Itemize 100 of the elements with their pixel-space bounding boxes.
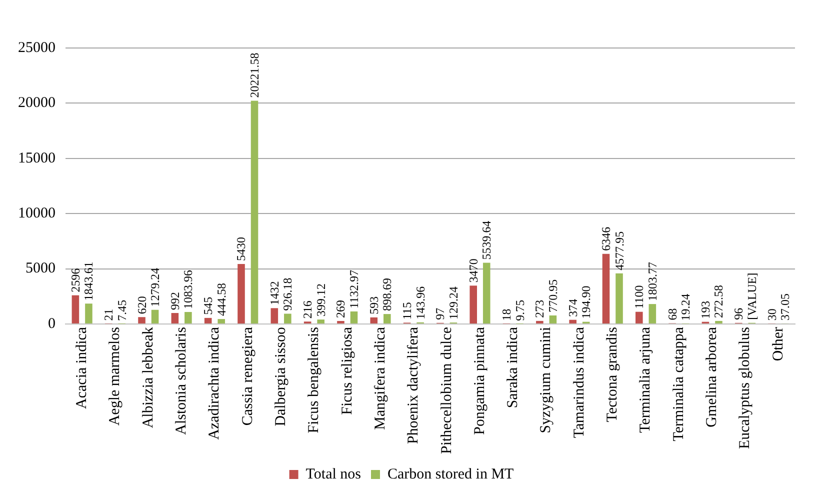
- data-label: 216: [300, 300, 315, 319]
- x-tick-label: Azadirachta indica: [206, 326, 223, 440]
- x-tick-label: Tectona grandis: [604, 326, 621, 422]
- bar: [171, 312, 179, 324]
- data-label: 4577.95: [612, 231, 626, 270]
- data-label: 399.12: [314, 284, 328, 317]
- x-tick-label: Other: [770, 326, 786, 362]
- data-label: 620: [134, 296, 149, 314]
- data-label: 992: [168, 292, 182, 310]
- x-tick-label: Phoenix dactylifera: [406, 326, 422, 444]
- bar: [284, 314, 292, 324]
- bar: [569, 320, 576, 324]
- data-label: 97: [433, 308, 448, 320]
- data-label: 96: [732, 308, 746, 320]
- x-tick-label: Terminalia arjuna: [638, 326, 654, 433]
- x-tick-label: Dalbergia sissoo: [272, 326, 289, 426]
- data-label: 269: [334, 300, 348, 318]
- x-tick-label: Aegle marmelos: [107, 326, 124, 426]
- data-label: 7.45: [114, 300, 129, 321]
- data-label: 444.58: [214, 283, 228, 316]
- bar: [238, 264, 245, 324]
- data-label: 2596: [68, 268, 82, 292]
- bar: [470, 286, 478, 324]
- y-tick-label: 0: [48, 316, 56, 332]
- bar: [270, 308, 278, 324]
- x-tick-label: Eucalyptus globulus: [737, 326, 754, 450]
- x-tick-label: Saraka indica: [505, 326, 522, 408]
- data-label: 5430: [234, 237, 248, 262]
- data-label: 193: [698, 300, 712, 319]
- data-label: [VALUE]: [744, 272, 759, 320]
- bar: [151, 310, 159, 324]
- legend-label: Total nos: [306, 466, 362, 482]
- data-label: 273: [532, 300, 547, 318]
- y-tick-label: 20000: [18, 95, 56, 112]
- data-label: 5539.64: [480, 220, 494, 260]
- bar: [317, 320, 324, 324]
- data-label: 1083.96: [181, 270, 196, 309]
- data-label: 18: [500, 308, 514, 321]
- legend-label: Carbon stored in MT: [387, 466, 514, 482]
- x-tick-label: Cassia renegiera: [240, 326, 256, 426]
- data-label: 545: [201, 296, 216, 315]
- data-label: 143.96: [413, 286, 428, 320]
- x-tick-label: Pongamia pinnata: [472, 326, 488, 435]
- bar: [549, 315, 557, 324]
- data-label: 1132.97: [346, 270, 361, 308]
- x-tick-label: Albizzia lebbeak: [140, 326, 156, 428]
- bar: [350, 311, 358, 324]
- x-tick-label: Ficus bengalensis: [306, 326, 322, 434]
- bar: [370, 317, 378, 324]
- data-label: 272.58: [712, 284, 726, 318]
- bar: [337, 320, 344, 324]
- bar: [482, 262, 490, 324]
- data-label: 37.05: [778, 294, 792, 321]
- x-tick-label: Syzygium cumini: [538, 326, 554, 434]
- data-label: 115: [400, 302, 414, 320]
- bar: [648, 304, 656, 324]
- x-tick-label: Tamarindus indica: [571, 326, 588, 438]
- data-label: 770.95: [546, 279, 560, 312]
- bar: [218, 319, 225, 324]
- bar: [72, 295, 80, 324]
- y-tick-label: 15000: [18, 150, 56, 166]
- y-tick-label: 25000: [18, 40, 56, 56]
- bar: [616, 273, 623, 324]
- x-tick-label: Pithecellobium dulce: [438, 326, 455, 454]
- data-label: 9.75: [512, 300, 527, 321]
- bar: [85, 304, 92, 324]
- bar: [204, 318, 212, 324]
- data-label: 1100: [632, 285, 646, 309]
- data-label: 898.69: [380, 278, 394, 312]
- data-label: 6346: [598, 226, 613, 251]
- x-tick-label: Alstonia scholaris: [173, 326, 190, 435]
- bar: [636, 312, 643, 324]
- bar: [138, 317, 146, 324]
- x-tick-label: Terminalia catappa: [670, 326, 687, 442]
- x-tick-label: Gmelina arborea: [704, 326, 720, 428]
- data-label: 1803.77: [645, 262, 660, 302]
- y-tick-label: 10000: [18, 206, 56, 222]
- bar: [383, 314, 391, 324]
- bar: [250, 100, 258, 324]
- data-label: 21: [102, 308, 116, 321]
- bar: [715, 320, 722, 324]
- data-label: 194.90: [579, 286, 594, 319]
- x-tick-label: Ficus religiosa: [339, 326, 356, 415]
- bar: [602, 254, 610, 324]
- data-label: 68: [665, 308, 680, 320]
- x-tick-label: Acacia indica: [74, 326, 90, 409]
- data-label: 926.18: [280, 278, 295, 311]
- data-label: 20221.58: [248, 52, 262, 98]
- data-label: 1432: [267, 281, 282, 306]
- data-label: 593: [366, 296, 381, 314]
- data-label: 1843.61: [82, 262, 96, 301]
- data-label: 1279.24: [148, 268, 162, 307]
- data-label: 19.24: [678, 294, 693, 321]
- data-label: 374: [566, 298, 580, 317]
- x-tick-label: Mangifera indica: [372, 326, 388, 430]
- bar: [184, 312, 192, 324]
- bar: [536, 320, 544, 324]
- data-label: 129.24: [446, 286, 460, 320]
- data-label: 30: [764, 308, 779, 321]
- data-label: 3470: [466, 258, 480, 283]
